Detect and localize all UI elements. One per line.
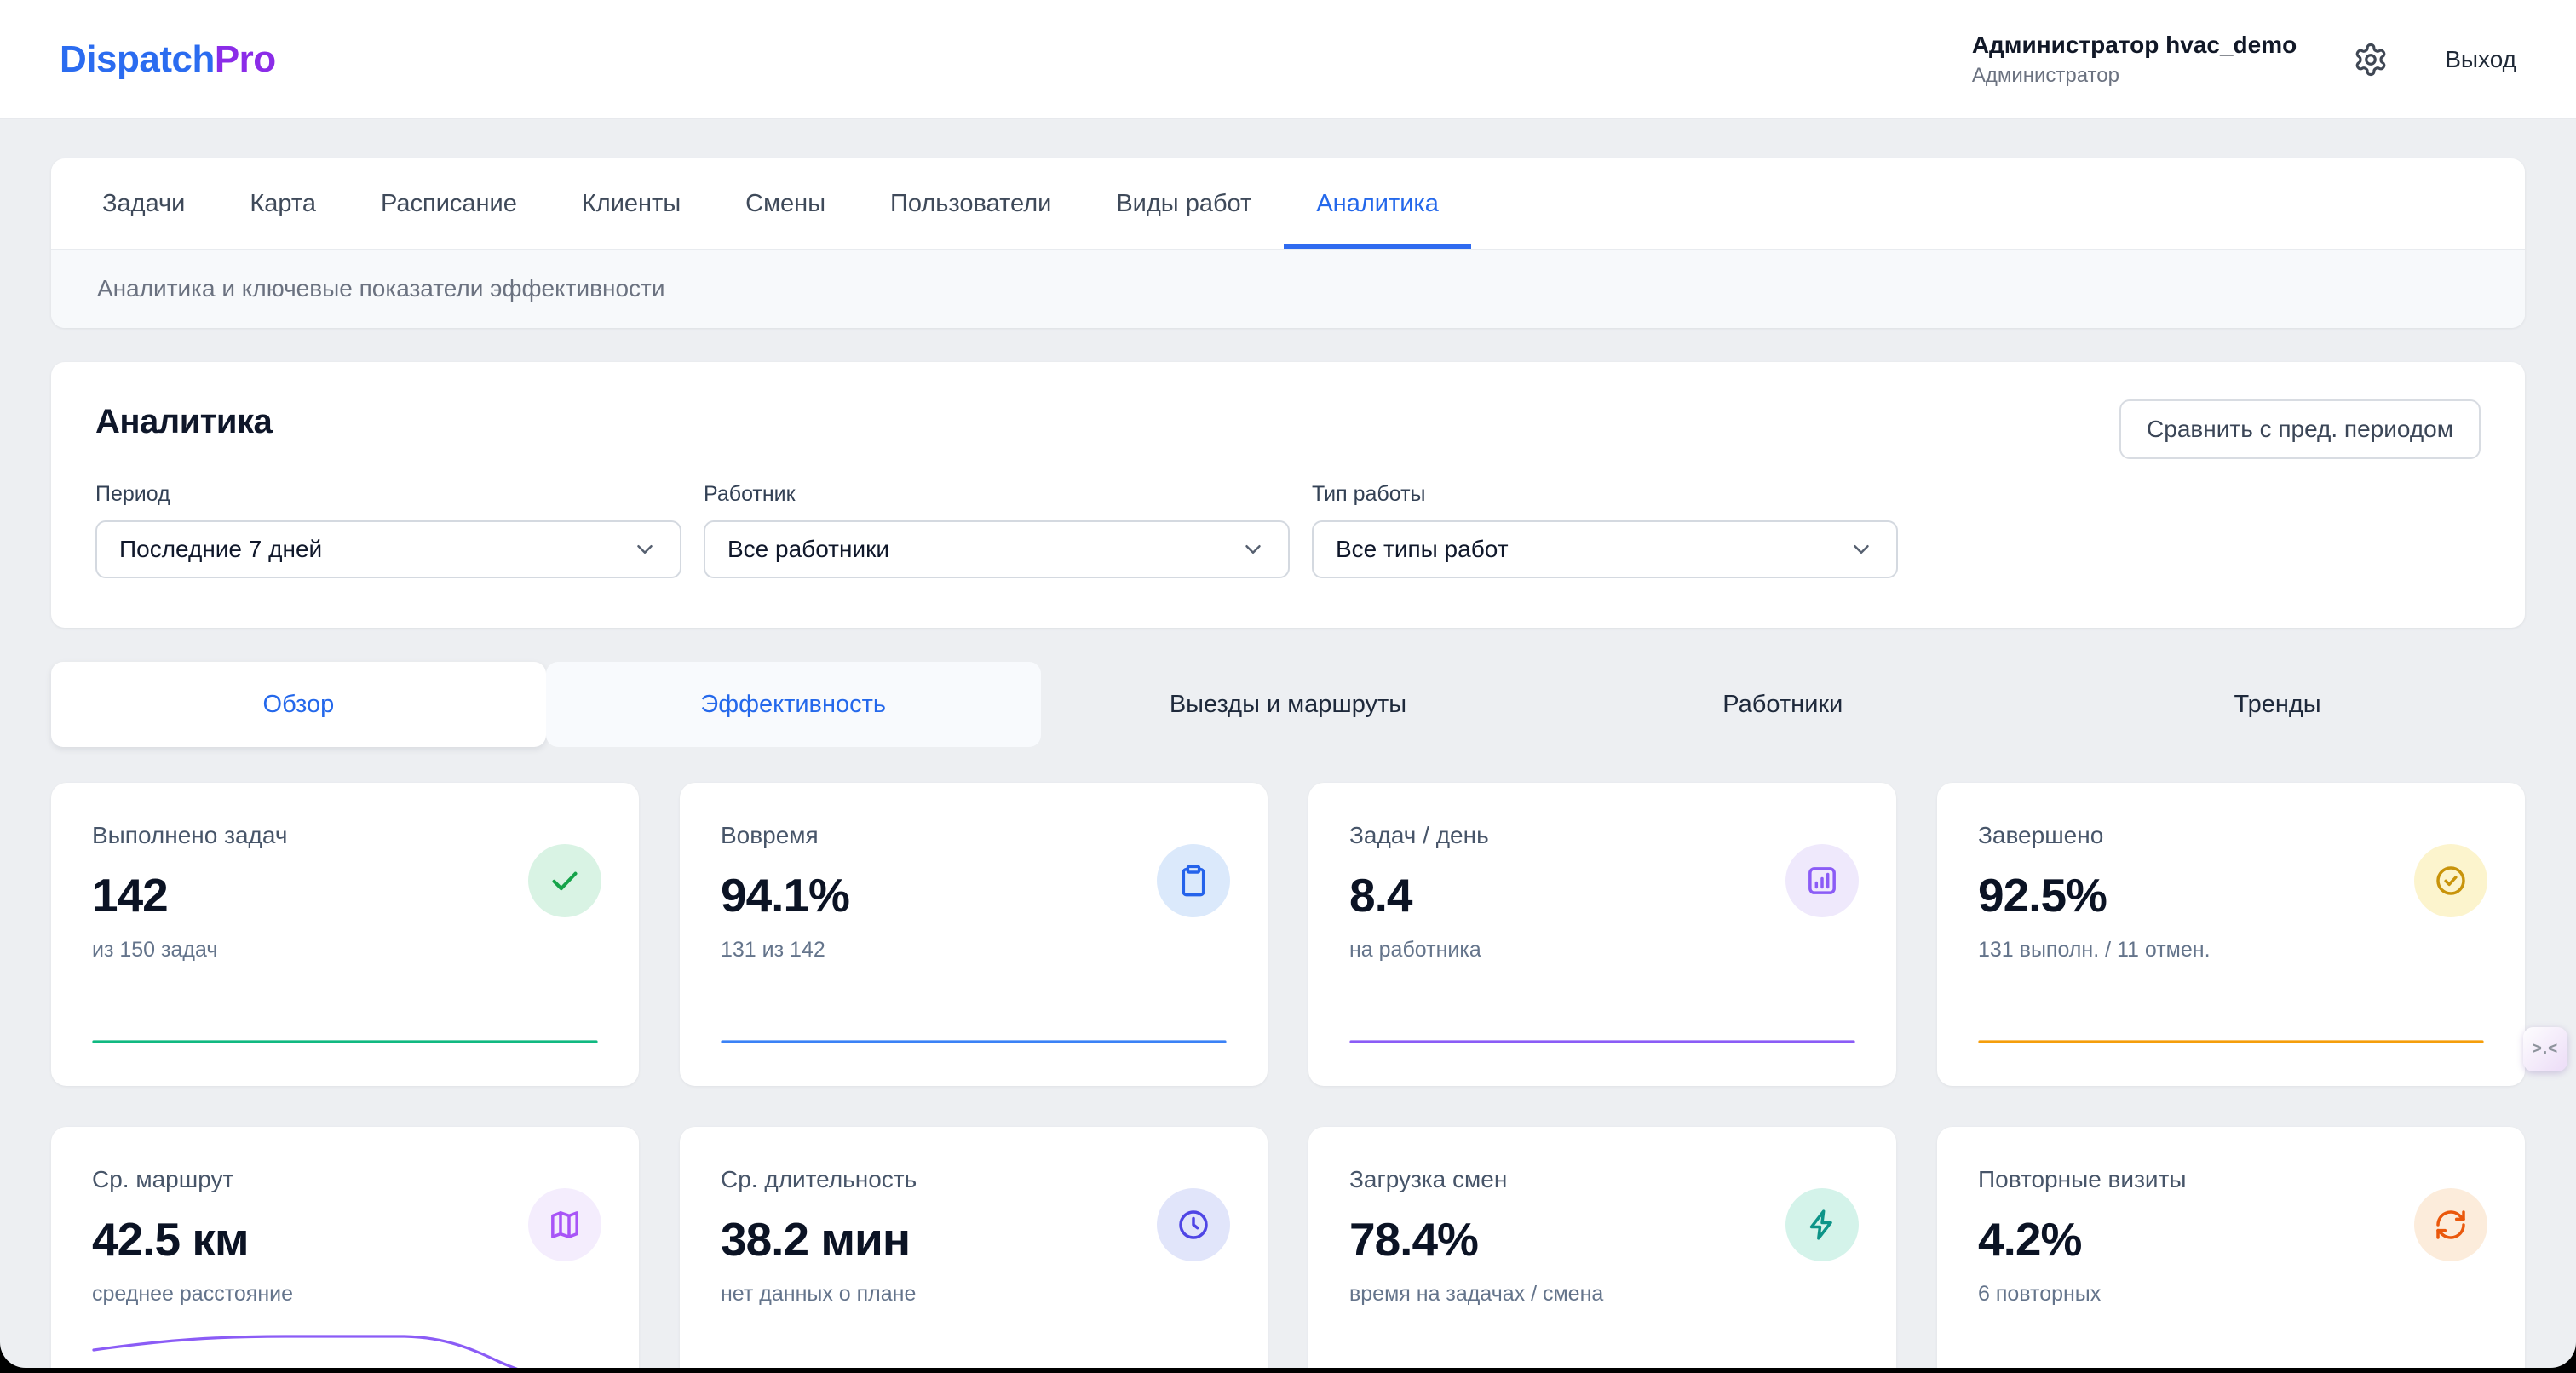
compare-period-button[interactable]: Сравнить с пред. периодом bbox=[2119, 399, 2481, 459]
kpi-value: 142 bbox=[92, 869, 169, 922]
map-icon bbox=[528, 1188, 601, 1261]
page-title: Аналитика bbox=[95, 403, 273, 440]
user-info: Администратор hvac_demo Администратор bbox=[1972, 32, 2297, 88]
subtab-trends[interactable]: Тренды bbox=[2234, 690, 2321, 718]
gear-icon bbox=[2353, 42, 2389, 78]
tab-clients[interactable]: Клиенты bbox=[581, 189, 681, 217]
tab-analytics[interactable]: Аналитика bbox=[1284, 158, 1471, 249]
kpi-value: 38.2 мин bbox=[721, 1213, 911, 1266]
tab-map[interactable]: Карта bbox=[250, 189, 316, 217]
kpi-subtext: 131 выполн. / 11 отмен. bbox=[1978, 938, 2211, 962]
kpi-value: 4.2% bbox=[1978, 1213, 2082, 1266]
zap-icon bbox=[1785, 1188, 1859, 1261]
kpi-title: Вовремя bbox=[721, 822, 819, 848]
main-nav-card: Задачи Карта Расписание Клиенты Смены По… bbox=[51, 158, 2525, 328]
app-logo: DispatchPro bbox=[60, 38, 276, 81]
tab-users[interactable]: Пользователи bbox=[890, 189, 1052, 217]
kpi-value: 94.1% bbox=[721, 869, 850, 922]
work-type-select-value: Все типы работ bbox=[1336, 536, 1509, 562]
worker-select[interactable]: Все работники bbox=[704, 520, 1290, 578]
filter-worker-label: Работник bbox=[704, 482, 796, 506]
period-select-value: Последние 7 дней bbox=[119, 536, 323, 562]
tab-schedule[interactable]: Расписание bbox=[380, 189, 517, 217]
analytics-panel: Аналитика Сравнить с пред. периодом Пери… bbox=[51, 362, 2525, 628]
kpi-sparkline bbox=[90, 1306, 600, 1368]
subtab-workers[interactable]: Работники bbox=[1722, 690, 1843, 718]
chevron-down-icon bbox=[1854, 545, 1869, 554]
analytics-subtabs: Обзор Эффективность Выезды и маршруты Ра… bbox=[51, 662, 2525, 747]
settings-button[interactable] bbox=[2351, 40, 2390, 79]
kpi-value: 8.4 bbox=[1349, 869, 1412, 922]
kpi-title: Загрузка смен bbox=[1349, 1166, 1508, 1192]
kpi-card-avg-duration: Ср. длительность 38.2 мин нет данных о п… bbox=[680, 1127, 1268, 1368]
filter-worker: Работник Все работники bbox=[704, 482, 1290, 578]
kpi-title: Ср. длительность bbox=[721, 1166, 917, 1192]
worker-select-value: Все работники bbox=[727, 536, 889, 562]
user-role: Администратор bbox=[1971, 63, 2119, 87]
kpi-card-tasks-per-day: Задач / день 8.4 на работника bbox=[1308, 783, 1896, 1086]
logout-button[interactable]: Выход bbox=[2445, 45, 2516, 72]
tab-work-types[interactable]: Виды работ bbox=[1116, 189, 1252, 217]
kpi-sparkline bbox=[719, 962, 1228, 1047]
filter-period-label: Период bbox=[95, 482, 170, 506]
chevron-down-icon bbox=[637, 545, 653, 554]
kpi-card-finished: Завершено 92.5% 131 выполн. / 11 отмен. bbox=[1937, 783, 2525, 1086]
kpi-title: Ср. маршрут bbox=[92, 1166, 234, 1192]
kpi-title: Задач / день bbox=[1349, 822, 1489, 848]
kpi-card-on-time: Вовремя 94.1% 131 из 142 bbox=[680, 783, 1268, 1086]
refresh-icon bbox=[2414, 1188, 2487, 1261]
subtab-efficiency[interactable]: Эффективность bbox=[545, 662, 1041, 747]
kpi-card-avg-route: Ср. маршрут 42.5 км среднее расстояние bbox=[51, 1127, 639, 1368]
kpi-value: 42.5 км bbox=[92, 1213, 250, 1266]
filters-row: Период Последние 7 дней Работник Все раб… bbox=[95, 482, 2481, 578]
chevron-down-icon bbox=[1245, 545, 1261, 554]
kpi-subtext: время на задачах / смена bbox=[1349, 1282, 1604, 1306]
user-name: Администратор hvac_demo bbox=[1971, 31, 2297, 58]
subtab-overview[interactable]: Обзор bbox=[51, 662, 546, 747]
page-subtitle: Аналитика и ключевые показатели эффектив… bbox=[51, 249, 2525, 328]
main-nav-tabs: Задачи Карта Расписание Клиенты Смены По… bbox=[51, 158, 2525, 249]
filter-work-type: Тип работы Все типы работ bbox=[1312, 482, 1898, 578]
kpi-card-completed-tasks: Выполнено задач 142 из 150 задач bbox=[51, 783, 639, 1086]
filter-period: Период Последние 7 дней bbox=[95, 482, 681, 578]
tab-shifts[interactable]: Смены bbox=[745, 189, 826, 217]
kpi-card-repeat-visits: Повторные визиты 4.2% 6 повторных bbox=[1937, 1127, 2525, 1368]
kpi-value: 78.4% bbox=[1349, 1213, 1479, 1266]
kpi-subtext: 131 из 142 bbox=[721, 938, 825, 962]
kpi-card-shift-load: Загрузка смен 78.4% время на задачах / с… bbox=[1308, 1127, 1896, 1368]
circle-check-icon bbox=[2414, 844, 2487, 917]
kpi-sparkline bbox=[1348, 962, 1857, 1047]
logo-part-pro: Pro bbox=[214, 37, 276, 80]
kpi-subtext: 6 повторных bbox=[1978, 1282, 2102, 1306]
kpi-subtext: нет данных о плане bbox=[721, 1282, 917, 1306]
bar-chart-icon bbox=[1785, 844, 1859, 917]
kpi-sparkline bbox=[1976, 962, 2486, 1047]
kpi-subtext: на работника bbox=[1349, 938, 1481, 962]
work-type-select[interactable]: Все типы работ bbox=[1312, 520, 1898, 578]
kpi-title: Выполнено задач bbox=[92, 822, 288, 848]
top-bar: DispatchPro Администратор hvac_demo Адми… bbox=[0, 0, 2576, 119]
subtab-trips-routes[interactable]: Выезды и маршруты bbox=[1169, 690, 1407, 718]
check-icon bbox=[528, 844, 601, 917]
kpi-subtext: из 150 задач bbox=[92, 938, 218, 962]
clipboard-icon bbox=[1157, 844, 1230, 917]
kpi-grid: Выполнено задач 142 из 150 задач Вовремя… bbox=[51, 783, 2525, 1368]
tab-tasks[interactable]: Задачи bbox=[102, 189, 186, 217]
logo-part-dispatch: Dispatch bbox=[60, 37, 215, 80]
kpi-sparkline bbox=[90, 962, 600, 1047]
clock-icon bbox=[1157, 1188, 1230, 1261]
kpi-value: 92.5% bbox=[1978, 869, 2107, 922]
kpi-title: Повторные визиты bbox=[1978, 1166, 2187, 1192]
kpi-title: Завершено bbox=[1978, 822, 2104, 848]
kpi-subtext: среднее расстояние bbox=[92, 1282, 293, 1306]
filter-work-type-label: Тип работы bbox=[1312, 482, 1426, 506]
period-select[interactable]: Последние 7 дней bbox=[95, 520, 681, 578]
floating-widget-button[interactable]: >.< bbox=[2523, 1027, 2567, 1071]
